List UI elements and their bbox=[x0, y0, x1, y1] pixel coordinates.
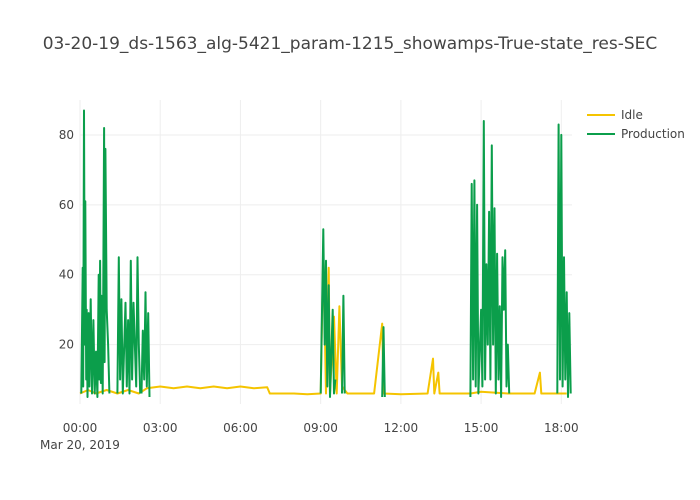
legend-label: Idle bbox=[621, 108, 643, 122]
x-axis: 00:00 03:00 06:00 09:00 12:00 15:00 18:00 bbox=[63, 421, 579, 435]
x-tick-label: 15:00 bbox=[464, 421, 499, 435]
x-tick-label: 18:00 bbox=[544, 421, 579, 435]
x-tick-label: 03:00 bbox=[143, 421, 178, 435]
series-line-production bbox=[116, 256, 142, 395]
y-tick-label: 80 bbox=[59, 128, 74, 142]
x-tick-label: 06:00 bbox=[223, 421, 258, 435]
series-line-production bbox=[556, 123, 572, 398]
x-tick-label: 09:00 bbox=[303, 421, 338, 435]
y-tick-label: 40 bbox=[59, 268, 74, 282]
series-line-production bbox=[140, 291, 151, 398]
legend-label: Production bbox=[621, 127, 685, 141]
series-line-production bbox=[469, 120, 511, 398]
legend-item-idle[interactable]: Idle bbox=[587, 108, 643, 122]
series-lines bbox=[79, 109, 572, 398]
series-line-production bbox=[341, 294, 346, 394]
series-line-production bbox=[80, 109, 111, 398]
series-line-production bbox=[319, 228, 337, 398]
date-label: Mar 20, 2019 bbox=[40, 438, 120, 452]
legend[interactable]: Idle Production bbox=[587, 108, 685, 141]
chart-title: 03-20-19_ds-1563_alg-5421_param-1215_sho… bbox=[42, 34, 658, 54]
legend-item-production[interactable]: Production bbox=[587, 127, 685, 141]
series-line-production bbox=[381, 326, 386, 398]
x-tick-label: 12:00 bbox=[384, 421, 419, 435]
x-tick-label: 00:00 bbox=[63, 421, 98, 435]
y-tick-label: 20 bbox=[59, 338, 74, 352]
y-axis: 20 40 60 80 bbox=[59, 128, 74, 352]
y-tick-label: 60 bbox=[59, 198, 74, 212]
